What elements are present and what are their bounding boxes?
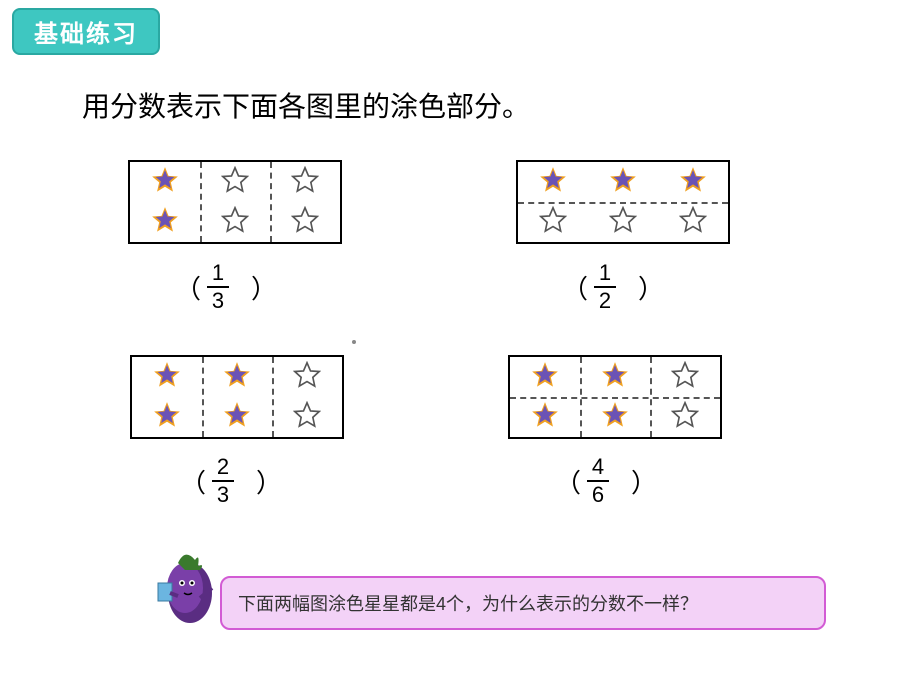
paren-right: ） bbox=[251, 269, 277, 306]
star-empty-icon bbox=[291, 206, 319, 239]
star-empty-icon bbox=[221, 166, 249, 199]
denominator: 2 bbox=[599, 290, 611, 312]
denominator: 3 bbox=[217, 484, 229, 506]
star-empty-icon bbox=[291, 166, 319, 199]
paren-right: ） bbox=[256, 463, 282, 500]
numerator: 1 bbox=[212, 262, 224, 284]
star-cell bbox=[658, 202, 728, 242]
star-cell bbox=[130, 202, 200, 242]
paren-left: （ bbox=[175, 269, 201, 306]
star-cell bbox=[650, 397, 720, 437]
star-empty-icon bbox=[539, 206, 567, 239]
star-cell bbox=[202, 357, 272, 397]
star-cell bbox=[518, 162, 588, 202]
star-empty-icon bbox=[609, 206, 637, 239]
star-empty-icon bbox=[671, 401, 699, 434]
star-filled-icon bbox=[539, 166, 567, 199]
center-marker bbox=[352, 340, 356, 344]
star-filled-icon bbox=[531, 361, 559, 394]
fraction: 2 3 bbox=[212, 456, 234, 506]
star-filled-icon bbox=[153, 361, 181, 394]
horizontal-divider bbox=[518, 202, 728, 204]
horizontal-divider bbox=[510, 397, 720, 399]
hint-bubble: 下面两幅图涂色星星都是4个，为什么表示的分数不一样？ bbox=[220, 576, 826, 630]
star-filled-icon bbox=[151, 206, 179, 239]
fraction-answer-4: （ 4 6 ） bbox=[555, 456, 657, 506]
fraction-answer-2: （ 1 2 ） bbox=[562, 262, 664, 312]
star-filled-icon bbox=[153, 401, 181, 434]
star-empty-icon bbox=[293, 401, 321, 434]
star-cell bbox=[272, 397, 342, 437]
diagram-box-1 bbox=[128, 160, 342, 244]
paren-left: （ bbox=[562, 269, 588, 306]
star-filled-icon bbox=[151, 166, 179, 199]
star-cell bbox=[658, 162, 728, 202]
star-cell bbox=[132, 357, 202, 397]
denominator: 3 bbox=[212, 290, 224, 312]
vertical-divider bbox=[202, 357, 204, 437]
paren-left: （ bbox=[555, 463, 581, 500]
fraction-answer-1: （ 1 3 ） bbox=[175, 262, 277, 312]
fraction: 4 6 bbox=[587, 456, 609, 506]
star-cell bbox=[270, 162, 340, 202]
star-filled-icon bbox=[223, 361, 251, 394]
star-empty-icon bbox=[671, 361, 699, 394]
diagram-box-4 bbox=[508, 355, 722, 439]
paren-right: ） bbox=[631, 463, 657, 500]
star-cell bbox=[580, 397, 650, 437]
star-filled-icon bbox=[609, 166, 637, 199]
denominator: 6 bbox=[592, 484, 604, 506]
paren-right: ） bbox=[638, 269, 664, 306]
star-filled-icon bbox=[679, 166, 707, 199]
vertical-divider bbox=[272, 357, 274, 437]
star-cell bbox=[130, 162, 200, 202]
numerator: 1 bbox=[599, 262, 611, 284]
fraction: 1 2 bbox=[594, 262, 616, 312]
stars-grid bbox=[132, 357, 342, 437]
section-tab: 基础练习 bbox=[12, 8, 160, 55]
star-filled-icon bbox=[223, 401, 251, 434]
eggplant-mascot bbox=[150, 538, 220, 628]
vertical-divider bbox=[200, 162, 202, 242]
paren-left: （ bbox=[180, 463, 206, 500]
star-cell bbox=[588, 202, 658, 242]
star-cell bbox=[202, 397, 272, 437]
star-filled-icon bbox=[531, 401, 559, 434]
star-cell bbox=[200, 202, 270, 242]
diagram-box-3 bbox=[130, 355, 344, 439]
star-empty-icon bbox=[221, 206, 249, 239]
star-cell bbox=[200, 162, 270, 202]
star-cell bbox=[580, 357, 650, 397]
star-cell bbox=[270, 202, 340, 242]
star-filled-icon bbox=[601, 361, 629, 394]
star-cell bbox=[518, 202, 588, 242]
stars-grid bbox=[130, 162, 340, 242]
star-cell bbox=[650, 357, 720, 397]
star-empty-icon bbox=[679, 206, 707, 239]
star-empty-icon bbox=[293, 361, 321, 394]
star-cell bbox=[510, 357, 580, 397]
instruction-text: 用分数表示下面各图里的涂色部分。 bbox=[82, 85, 530, 125]
numerator: 2 bbox=[217, 456, 229, 478]
vertical-divider bbox=[270, 162, 272, 242]
diagram-box-2 bbox=[516, 160, 730, 244]
star-cell bbox=[588, 162, 658, 202]
star-cell bbox=[132, 397, 202, 437]
star-cell bbox=[272, 357, 342, 397]
fraction: 1 3 bbox=[207, 262, 229, 312]
star-filled-icon bbox=[601, 401, 629, 434]
fraction-answer-3: （ 2 3 ） bbox=[180, 456, 282, 506]
numerator: 4 bbox=[592, 456, 604, 478]
star-cell bbox=[510, 397, 580, 437]
